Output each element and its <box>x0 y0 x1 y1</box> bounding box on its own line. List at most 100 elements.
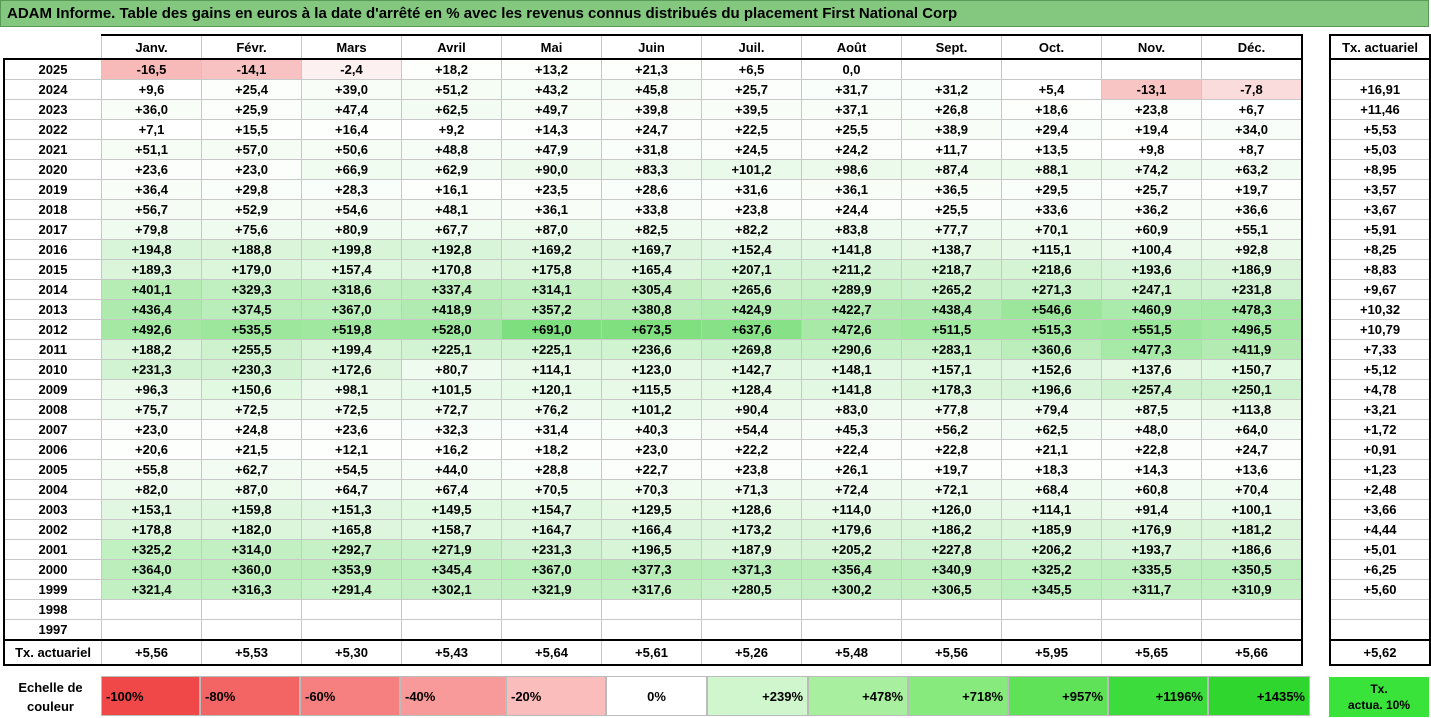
side-row: +5,12 <box>1329 359 1431 380</box>
year-row: 2016 +194,8 +188,8 +199,8 +192,8 +169,2 +169,7… <box>3 239 1303 260</box>
gain-cell <box>101 599 202 620</box>
gain-cell: +21,5 <box>201 439 302 460</box>
gain-cell: -2,4 <box>301 58 402 80</box>
tx-actua-10-line1: Tx. <box>1370 682 1388 696</box>
gain-cell: +37,1 <box>801 99 902 120</box>
gain-cell: +138,7 <box>901 239 1002 260</box>
gain-cell: +72,1 <box>901 479 1002 500</box>
gain-cell: +55,8 <box>101 459 202 480</box>
gain-cell: +356,4 <box>801 559 902 580</box>
year-label: 2001 <box>3 539 102 560</box>
gain-cell: +91,4 <box>1101 499 1202 520</box>
gain-cell: +148,1 <box>801 359 902 380</box>
year-row: 2024 +9,6 +25,4 +39,0 +51,2 +43,2 +45,8 +25,7 +3… <box>3 79 1303 100</box>
gain-cell: +401,1 <box>101 279 202 300</box>
gain-cell: +187,9 <box>701 539 802 560</box>
year-label: 1999 <box>3 579 102 600</box>
gain-cell: +77,7 <box>901 219 1002 240</box>
gain-cell <box>801 619 902 641</box>
side-row: +3,67 <box>1329 199 1431 220</box>
gain-cell: +357,2 <box>501 299 602 320</box>
footer-value: +5,56 <box>901 639 1002 666</box>
year-label: 2025 <box>3 58 102 80</box>
color-scale-label-line2: couleur <box>27 699 74 714</box>
gain-cell: +98,6 <box>801 159 902 180</box>
gain-cell: +44,0 <box>401 459 502 480</box>
year-label: 2023 <box>3 99 102 120</box>
side-header-row: Tx. actuariel <box>1329 34 1431 60</box>
gain-cell: +100,4 <box>1101 239 1202 260</box>
month-header: Juil. <box>701 34 802 60</box>
gain-cell: +62,5 <box>1001 419 1102 440</box>
gain-cell <box>301 619 402 641</box>
year-label: 2013 <box>3 299 102 320</box>
gain-cell: +22,8 <box>1101 439 1202 460</box>
gain-cell: +22,8 <box>901 439 1002 460</box>
gain-cell: +19,4 <box>1101 119 1202 140</box>
year-row: 2017 +79,8 +75,6 +80,9 +67,7 +87,0 +82,5 +82,2 +… <box>3 219 1303 240</box>
gain-cell: +194,8 <box>101 239 202 260</box>
gain-cell: +24,7 <box>601 119 702 140</box>
gain-cell: +310,9 <box>1201 579 1303 600</box>
gain-cell: +6,5 <box>701 58 802 80</box>
year-row: 2010 +231,3 +230,3 +172,6 +80,7 +114,1 +123,0 +… <box>3 359 1303 380</box>
side-row: +10,79 <box>1329 319 1431 340</box>
gain-cell <box>401 619 502 641</box>
gain-cell: +129,5 <box>601 499 702 520</box>
gain-cell: +47,4 <box>301 99 402 120</box>
gain-cell: +23,6 <box>301 419 402 440</box>
gain-cell: +211,2 <box>801 259 902 280</box>
side-row: +8,83 <box>1329 259 1431 280</box>
year-row: 2001 +325,2 +314,0 +292,7 +271,9 +231,3 +196,5… <box>3 539 1303 560</box>
gain-cell: +335,5 <box>1101 559 1202 580</box>
tx-value: +0,91 <box>1329 439 1431 460</box>
year-row: 2009 +96,3 +150,6 +98,1 +101,5 +120,1 +115,5 +1… <box>3 379 1303 400</box>
gain-cell: +47,9 <box>501 139 602 160</box>
gain-cell: +181,2 <box>1201 519 1303 540</box>
gain-cell: +36,1 <box>801 179 902 200</box>
gain-cell: +289,9 <box>801 279 902 300</box>
gain-cell: +24,4 <box>801 199 902 220</box>
gain-cell: +196,5 <box>601 539 702 560</box>
gain-cell: +329,3 <box>201 279 302 300</box>
year-row: 2023 +36,0 +25,9 +47,4 +62,5 +49,7 +39,8 +39,5 +… <box>3 99 1303 120</box>
gain-cell <box>1201 599 1303 620</box>
side-row: +3,66 <box>1329 499 1431 520</box>
gain-cell: +231,3 <box>501 539 602 560</box>
gain-cell: +422,7 <box>801 299 902 320</box>
gain-cell: +311,7 <box>1101 579 1202 600</box>
side-row <box>1329 619 1431 641</box>
gain-cell: +70,5 <box>501 479 602 500</box>
gain-cell: +291,4 <box>301 579 402 600</box>
gain-cell: +120,1 <box>501 379 602 400</box>
gain-cell: +54,6 <box>301 199 402 220</box>
tx-value: +3,66 <box>1329 499 1431 520</box>
gain-cell: +68,4 <box>1001 479 1102 500</box>
gain-cell: +551,5 <box>1101 319 1202 340</box>
gain-cell: +345,4 <box>401 559 502 580</box>
gain-cell: +25,7 <box>701 79 802 100</box>
gain-cell: +23,0 <box>101 419 202 440</box>
gain-cell: +11,7 <box>901 139 1002 160</box>
gain-cell: +28,6 <box>601 179 702 200</box>
gain-cell: +75,6 <box>201 219 302 240</box>
gain-cell: +337,4 <box>401 279 502 300</box>
tx-value: +6,25 <box>1329 559 1431 580</box>
tx-value: +1,23 <box>1329 459 1431 480</box>
gain-cell: +22,5 <box>701 119 802 140</box>
gain-cell: +186,9 <box>1201 259 1303 280</box>
gain-cell: +186,6 <box>1201 539 1303 560</box>
gain-cell: +13,5 <box>1001 139 1102 160</box>
gain-cell: +49,7 <box>501 99 602 120</box>
gain-cell: +22,4 <box>801 439 902 460</box>
gain-cell: +225,1 <box>401 339 502 360</box>
year-label: 2008 <box>3 399 102 420</box>
gain-cell: +18,2 <box>501 439 602 460</box>
month-header: Févr. <box>201 34 302 60</box>
month-header: Janv. <box>101 34 202 60</box>
gain-cell: +367,0 <box>501 559 602 580</box>
gain-cell: +100,1 <box>1201 499 1303 520</box>
gain-cell: +188,2 <box>101 339 202 360</box>
gain-cell: +55,1 <box>1201 219 1303 240</box>
gain-cell: +28,3 <box>301 179 402 200</box>
